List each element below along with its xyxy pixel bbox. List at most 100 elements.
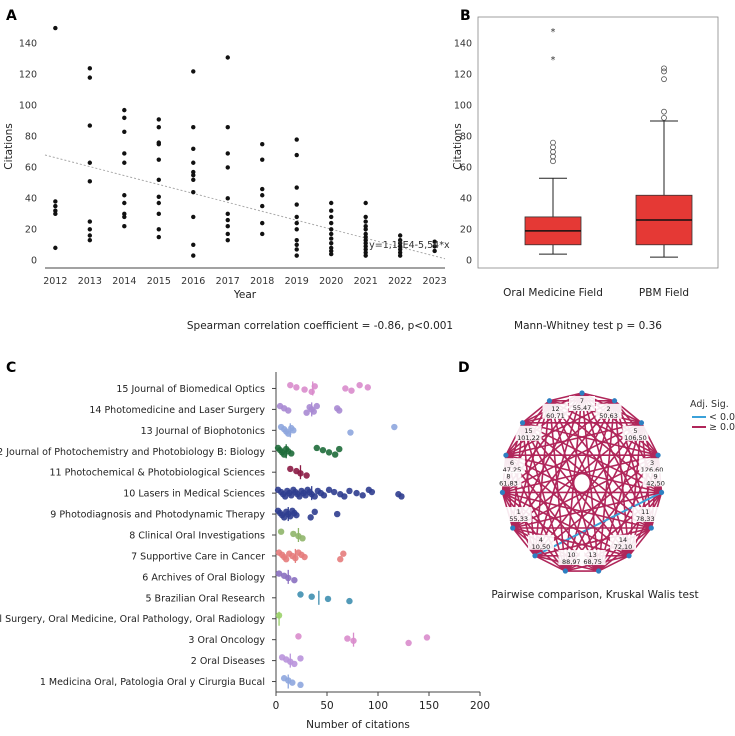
citation-dot <box>285 407 292 414</box>
data-point <box>363 244 368 249</box>
node-id: 10 <box>567 551 575 559</box>
data-point <box>294 185 299 190</box>
network-node <box>562 568 568 574</box>
x-axis-label: Year <box>233 289 257 301</box>
citation-dot <box>325 486 333 494</box>
network-node <box>596 568 602 574</box>
data-point <box>363 231 368 237</box>
node-label-bg <box>632 507 659 522</box>
citation-dot <box>311 493 318 500</box>
data-point <box>363 247 368 252</box>
citation-dot <box>330 488 338 496</box>
extreme-point: * <box>551 27 556 38</box>
node-value: 72,10 <box>614 543 633 551</box>
data-point <box>53 199 58 204</box>
citation-dot <box>290 427 297 434</box>
x-tick-label: 2018 <box>250 276 274 287</box>
node-label-bg <box>498 458 525 474</box>
y-tick-label: 20 <box>25 224 37 235</box>
data-point <box>156 117 161 122</box>
edge <box>581 392 652 529</box>
data-point <box>397 244 403 249</box>
edge <box>522 422 659 456</box>
panel-b-letter: B <box>460 8 471 24</box>
citation-dot <box>295 633 302 640</box>
data-point <box>156 141 161 147</box>
data-point <box>191 214 196 220</box>
node-value: 10,50 <box>532 543 551 551</box>
y-tick-label: 140 <box>19 39 37 50</box>
x-tick-label: 2023 <box>423 276 447 287</box>
node-id: 2 <box>606 405 610 413</box>
edge <box>502 491 630 557</box>
node-label-bg <box>639 458 666 474</box>
panel-c: C 0 50 100 150 200 Number of citations 15 Jour… <box>0 360 490 731</box>
citation-dot <box>331 451 339 458</box>
data-point <box>329 245 334 251</box>
panel-b: B Mann-Whitney test p = 0.36 0 20 40 60 80 10… <box>452 8 719 332</box>
data-point <box>432 239 437 244</box>
x-tick-label: 2012 <box>43 276 67 287</box>
y-tick-label: 80 <box>25 131 37 142</box>
citation-dot <box>301 553 308 561</box>
node-label-bg <box>495 471 522 487</box>
network-node <box>532 553 538 559</box>
data-point <box>329 231 334 237</box>
data-point <box>432 244 437 249</box>
data-point <box>87 123 93 128</box>
citation-dot <box>364 384 371 391</box>
panel-a-caption: Spearman correlation coefficient = -0.86… <box>187 320 453 332</box>
data-point <box>329 236 334 241</box>
node-label-bg <box>527 534 554 550</box>
data-point <box>191 69 196 74</box>
data-point <box>53 25 58 31</box>
data-point <box>122 160 127 165</box>
data-point <box>363 241 368 246</box>
data-point <box>191 242 196 247</box>
data-point <box>87 179 93 184</box>
data-point <box>122 193 127 198</box>
node-value: 68,75 <box>583 558 602 566</box>
panel-d-letter: D <box>458 360 470 376</box>
node-label-bg <box>569 396 595 411</box>
data-point <box>397 237 403 243</box>
y-axis-label: Citations <box>3 123 15 169</box>
citation-dot <box>344 635 351 642</box>
citation-dot <box>353 489 360 497</box>
edge <box>548 400 600 572</box>
trend-equation: y=1,1°E4-5,54*x <box>369 240 450 251</box>
citation-dot <box>283 556 290 563</box>
category-label: Oral Medicine Field <box>503 287 603 299</box>
y-axis-label: Citations <box>452 123 464 169</box>
edge <box>534 400 551 556</box>
edge <box>548 400 567 572</box>
data-point <box>122 151 127 156</box>
citation-dot <box>348 387 355 394</box>
data-point <box>397 247 403 252</box>
citation-dot <box>293 384 300 391</box>
citation-dot <box>342 385 349 392</box>
network-node <box>519 420 526 426</box>
citation-dot <box>346 597 353 605</box>
data-point <box>122 115 127 121</box>
x-tick-label: 2021 <box>354 276 378 287</box>
data-point <box>397 233 403 238</box>
journal-label: 7 Supportive Care in Cancer <box>131 551 265 562</box>
node-value: 106,50 <box>624 434 647 442</box>
data-point <box>260 193 265 198</box>
data-point <box>294 227 299 232</box>
data-point <box>156 211 161 217</box>
citation-dot <box>340 550 347 557</box>
data-point <box>260 186 265 192</box>
journal-label: 15 Journal of Biomedical Optics <box>116 384 265 395</box>
data-point <box>329 248 334 254</box>
data-point <box>87 75 93 80</box>
data-point <box>53 245 58 251</box>
journal-label: 2 Oral Diseases <box>191 656 265 667</box>
network-node <box>546 398 553 404</box>
data-point <box>225 237 230 243</box>
y-tick-label: 100 <box>454 100 472 111</box>
panel-d: D Pairwise comparison, Kruskal Walis tes… <box>458 360 735 601</box>
data-point <box>156 177 161 182</box>
edge <box>549 392 583 402</box>
